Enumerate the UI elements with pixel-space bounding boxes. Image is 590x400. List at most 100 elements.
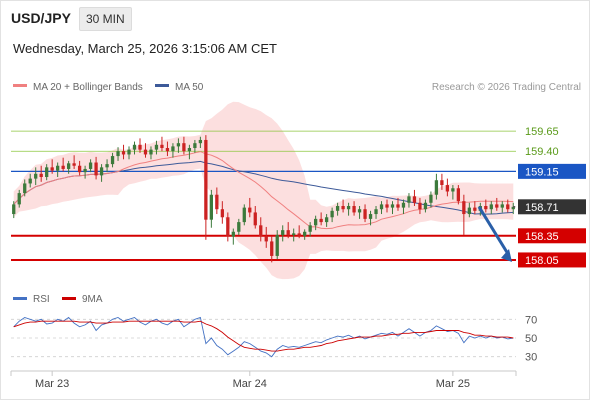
candle-body-89	[500, 204, 504, 208]
candle-body-31	[182, 143, 186, 152]
candle-body-13	[83, 168, 87, 173]
legend-rsi: RSI	[33, 294, 50, 305]
candle-body-42	[242, 207, 246, 223]
candle-body-30	[176, 143, 181, 147]
candle-body-45	[259, 225, 263, 237]
candle-body-75	[423, 202, 428, 210]
candle-body-6	[45, 167, 49, 178]
candle-body-2	[23, 183, 27, 194]
bollinger-bands-layer	[13, 101, 514, 280]
rsi-panel: 70 50 30	[11, 314, 537, 364]
candle-body-46	[264, 236, 268, 242]
legend-swatch-ma20	[13, 84, 27, 87]
candle-body-61	[346, 205, 351, 210]
candle-body-10	[66, 163, 71, 169]
candle-body-73	[412, 196, 417, 203]
candle-body-50	[286, 230, 290, 235]
candle-body-3	[28, 178, 32, 184]
bollinger-band-area	[13, 101, 514, 280]
candle-body-28	[165, 148, 170, 152]
level-badge-3	[518, 228, 586, 244]
candle-body-37	[215, 194, 219, 210]
x-tick-label-2: Mar 25	[436, 378, 470, 390]
candle-body-58	[330, 210, 334, 218]
candle-body-65	[368, 214, 373, 219]
candle-body-51	[292, 233, 296, 235]
candle-body-60	[341, 205, 345, 210]
candle-body-32	[187, 148, 192, 152]
datetime-label: Wednesday, March 25, 2026 3:15:06 AM CET	[13, 41, 277, 56]
legend-swatch-rsi	[13, 297, 27, 300]
legend-ma50: MA 50	[175, 82, 204, 93]
rsi-9ma-line	[13, 320, 514, 352]
current-price-label: 158.71	[525, 202, 559, 214]
candle-body-59	[335, 205, 340, 211]
candle-body-87	[489, 204, 493, 210]
candle-body-57	[324, 217, 329, 223]
candle-body-63	[357, 209, 362, 213]
candle-body-76	[429, 194, 433, 203]
level-labels-layer: 159.65 159.40 159.15 158.35 158.05 158.71	[477, 126, 586, 268]
candle-body-0	[12, 204, 16, 215]
forecast-arrow-shaft	[477, 206, 510, 255]
forecast-arrow-head	[501, 248, 512, 262]
level-label-1: 159.40	[525, 146, 559, 158]
candle-body-90	[506, 204, 510, 210]
candle-body-67	[379, 204, 384, 210]
candle-body-17	[105, 164, 109, 168]
candle-body-64	[363, 209, 367, 219]
candle-body-38	[220, 209, 224, 218]
candle-body-16	[99, 167, 104, 176]
timeframe-badge[interactable]: 30 MIN	[79, 7, 132, 31]
candle-body-36	[209, 194, 213, 220]
candle-body-83	[467, 207, 471, 215]
candle-body-69	[390, 204, 395, 208]
candle-body-27	[160, 144, 164, 149]
x-axis: Mar 23 Mar 24 Mar 25	[10, 370, 517, 390]
candle-body-54	[308, 225, 312, 232]
candle-body-14	[88, 162, 93, 169]
candle-body-7	[50, 167, 54, 171]
candle-body-74	[418, 202, 422, 210]
candle-body-66	[374, 209, 378, 215]
candle-body-48	[275, 234, 279, 256]
candle-body-82	[462, 201, 466, 215]
candle-body-9	[61, 165, 65, 169]
candle-body-39	[226, 217, 230, 237]
candle-body-33	[193, 143, 197, 149]
candle-body-77	[434, 180, 439, 195]
candle-body-44	[253, 212, 257, 226]
legend-ma20: MA 20 + Bollinger Bands	[33, 82, 143, 93]
candle-body-8	[56, 165, 60, 171]
level-badge-4	[518, 252, 586, 268]
candle-body-26	[154, 144, 159, 150]
candle-body-72	[407, 196, 411, 203]
candle-body-68	[385, 204, 389, 208]
candle-body-11	[72, 163, 76, 166]
candle-body-20	[121, 151, 126, 155]
candle-body-80	[451, 188, 455, 192]
candle-body-18	[110, 156, 115, 165]
candle-body-21	[127, 149, 131, 155]
candle-body-4	[34, 173, 38, 179]
candle-body-79	[445, 185, 450, 192]
candle-body-25	[149, 149, 153, 155]
candle-body-49	[281, 230, 285, 235]
level-label-3: 158.35	[525, 231, 559, 243]
candle-body-34	[198, 139, 203, 144]
level-label-0: 159.65	[525, 126, 559, 138]
candle-body-91	[511, 206, 515, 210]
candles-layer	[12, 135, 515, 263]
level-label-2: 159.15	[525, 166, 559, 178]
candle-body-1	[17, 193, 21, 205]
candle-body-35	[204, 139, 208, 220]
legend-swatch-9ma	[62, 297, 76, 300]
candle-body-62	[352, 205, 356, 213]
rsi-tick-label-1: 50	[525, 333, 537, 345]
rsi-tick-label-2: 30	[525, 352, 537, 364]
candle-body-56	[319, 218, 323, 223]
candle-body-40	[231, 231, 235, 237]
candle-body-23	[138, 144, 142, 150]
symbol-title[interactable]: USD/JPY	[11, 10, 71, 26]
